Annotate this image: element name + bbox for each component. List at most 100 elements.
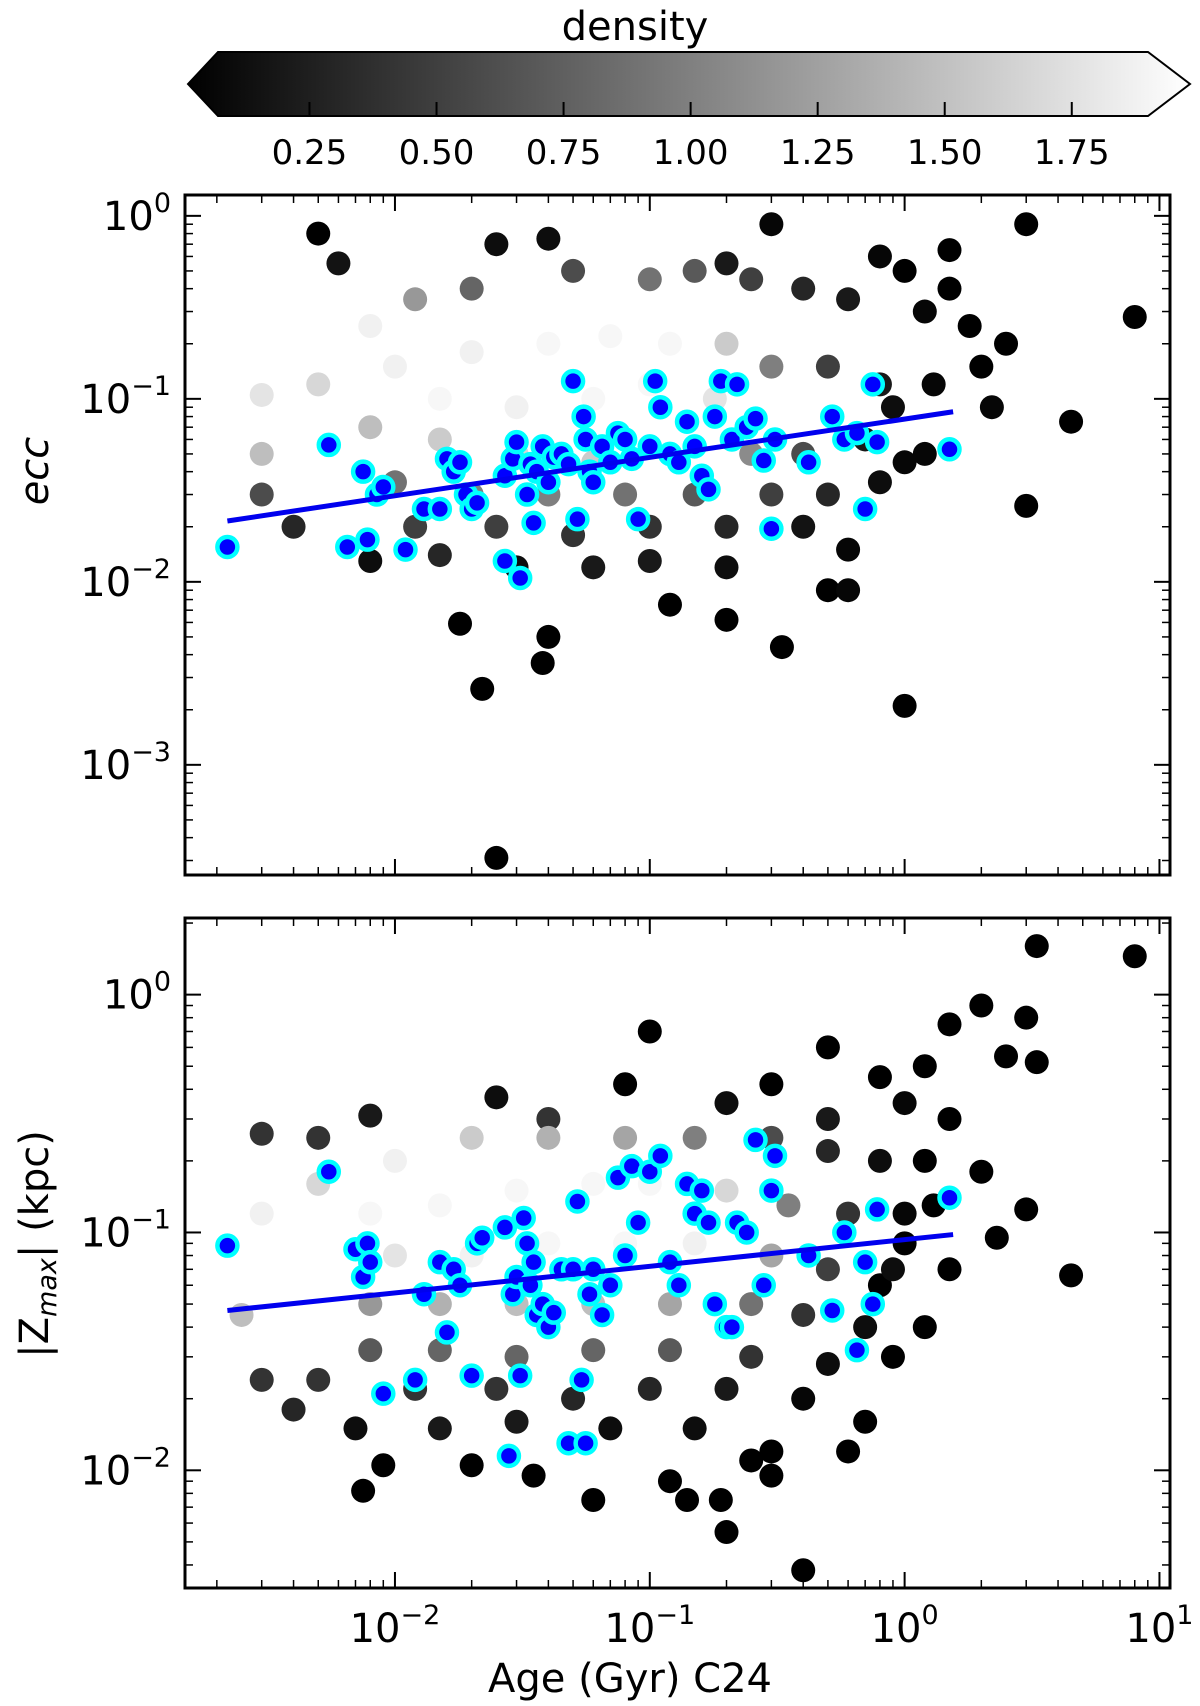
colorbar: density 0.25 0.50 0.75 1.00 1.25 1.50 1.75 xyxy=(186,4,1192,173)
field-star-point xyxy=(815,354,840,379)
field-star-point xyxy=(561,1386,586,1411)
highlighted-point xyxy=(492,1215,518,1240)
field-star-point xyxy=(682,1125,707,1150)
field-star-point xyxy=(598,324,623,349)
field-star-point xyxy=(739,1448,764,1473)
field-star-point xyxy=(484,232,509,257)
field-star-point xyxy=(536,226,561,251)
field-star-point xyxy=(613,1072,638,1097)
highlighted-point xyxy=(648,394,673,420)
highlighted-point xyxy=(612,427,638,452)
colorbar-label: density xyxy=(562,4,709,50)
field-star-point xyxy=(714,1091,739,1116)
field-star-point xyxy=(351,1478,376,1503)
field-star-point xyxy=(1014,212,1039,237)
highlighted-point xyxy=(316,432,342,458)
field-star-point xyxy=(249,1201,274,1226)
field-star-point xyxy=(957,314,982,339)
field-star-point xyxy=(815,1257,840,1282)
field-star-point xyxy=(969,1159,994,1184)
field-star-point xyxy=(343,1416,368,1441)
field-star-point xyxy=(994,331,1019,356)
field-star-point xyxy=(427,386,452,411)
highlighted-point xyxy=(666,1272,692,1298)
highlighted-point xyxy=(759,516,784,542)
plot-area xyxy=(215,934,1147,1583)
highlighted-point xyxy=(577,1281,602,1307)
field-star-point xyxy=(759,1463,784,1488)
field-star-point xyxy=(994,1044,1019,1069)
highlighted-point xyxy=(469,1225,495,1251)
x-tick-label: 100 xyxy=(871,1600,939,1652)
field-star-point xyxy=(281,1397,306,1422)
field-star-point xyxy=(484,1376,509,1401)
field-star-point xyxy=(484,514,509,539)
highlighted-point xyxy=(642,368,668,394)
field-star-point xyxy=(791,1302,816,1327)
highlighted-point xyxy=(734,1220,759,1245)
highlighted-point xyxy=(762,1143,788,1169)
highlighted-point xyxy=(674,409,700,434)
highlighted-point xyxy=(832,1220,857,1245)
x-tick-label: 10−1 xyxy=(604,1600,695,1652)
highlighted-point xyxy=(569,1367,594,1393)
field-star-point xyxy=(759,482,784,507)
field-star-point xyxy=(815,1351,840,1376)
field-star-point xyxy=(912,1315,937,1340)
colorbar-tick-label: 0.50 xyxy=(399,133,475,173)
highlighted-point xyxy=(464,490,490,516)
field-star-point xyxy=(815,1139,840,1164)
field-star-point xyxy=(358,314,383,339)
highlighted-point xyxy=(371,1381,396,1406)
highlighted-point xyxy=(819,1298,845,1323)
highlighted-point xyxy=(860,1291,886,1317)
y-tick-label: 10−2 xyxy=(80,1442,171,1494)
highlighted-point xyxy=(612,1243,638,1268)
highlighted-point xyxy=(459,1363,484,1388)
field-star-point xyxy=(836,1439,861,1464)
highlighted-point xyxy=(521,510,546,536)
field-star-point xyxy=(249,1367,274,1392)
highlighted-point xyxy=(507,1363,533,1388)
field-star-point xyxy=(912,1148,937,1173)
highlighted-point xyxy=(434,1320,460,1345)
highlighted-point xyxy=(511,1205,536,1231)
highlighted-point xyxy=(427,496,453,522)
field-star-point xyxy=(1122,305,1147,330)
field-star-point xyxy=(892,1091,917,1116)
field-star-point xyxy=(912,441,937,466)
highlighted-point xyxy=(507,565,533,591)
field-star-point xyxy=(281,514,306,539)
field-star-point xyxy=(657,592,682,617)
field-star-point xyxy=(714,331,739,356)
field-star-point xyxy=(382,354,407,379)
highlighted-point xyxy=(589,1302,615,1328)
field-star-point xyxy=(249,482,274,507)
field-star-point xyxy=(714,607,739,632)
field-star-point xyxy=(892,693,917,718)
field-star-point xyxy=(521,1463,546,1488)
field-star-point xyxy=(427,1416,452,1441)
highlighted-point xyxy=(696,477,721,502)
field-star-point xyxy=(504,1178,529,1203)
colorbar-tick-label: 1.00 xyxy=(653,133,729,173)
field-star-point xyxy=(682,1231,707,1256)
highlighted-point xyxy=(581,470,606,495)
field-star-point xyxy=(937,276,962,301)
highlighted-point xyxy=(689,1178,715,1203)
highlighted-point xyxy=(852,1249,878,1275)
field-star-point xyxy=(1014,493,1039,518)
fit-line xyxy=(227,409,954,524)
field-star-point xyxy=(791,1386,816,1411)
field-star-point xyxy=(739,1344,764,1369)
field-star-point xyxy=(815,482,840,507)
highlighted-point xyxy=(565,506,590,532)
highlighted-point xyxy=(864,1197,890,1222)
highlighted-point xyxy=(702,1291,728,1317)
field-star-point xyxy=(613,482,638,507)
highlighted-point xyxy=(573,1430,598,1456)
zmax-axis-label: |Zmax| (kpc) xyxy=(12,1130,63,1358)
field-star-point xyxy=(249,441,274,466)
y-tick-label: 10−1 xyxy=(80,371,171,423)
field-star-point xyxy=(853,1409,878,1434)
